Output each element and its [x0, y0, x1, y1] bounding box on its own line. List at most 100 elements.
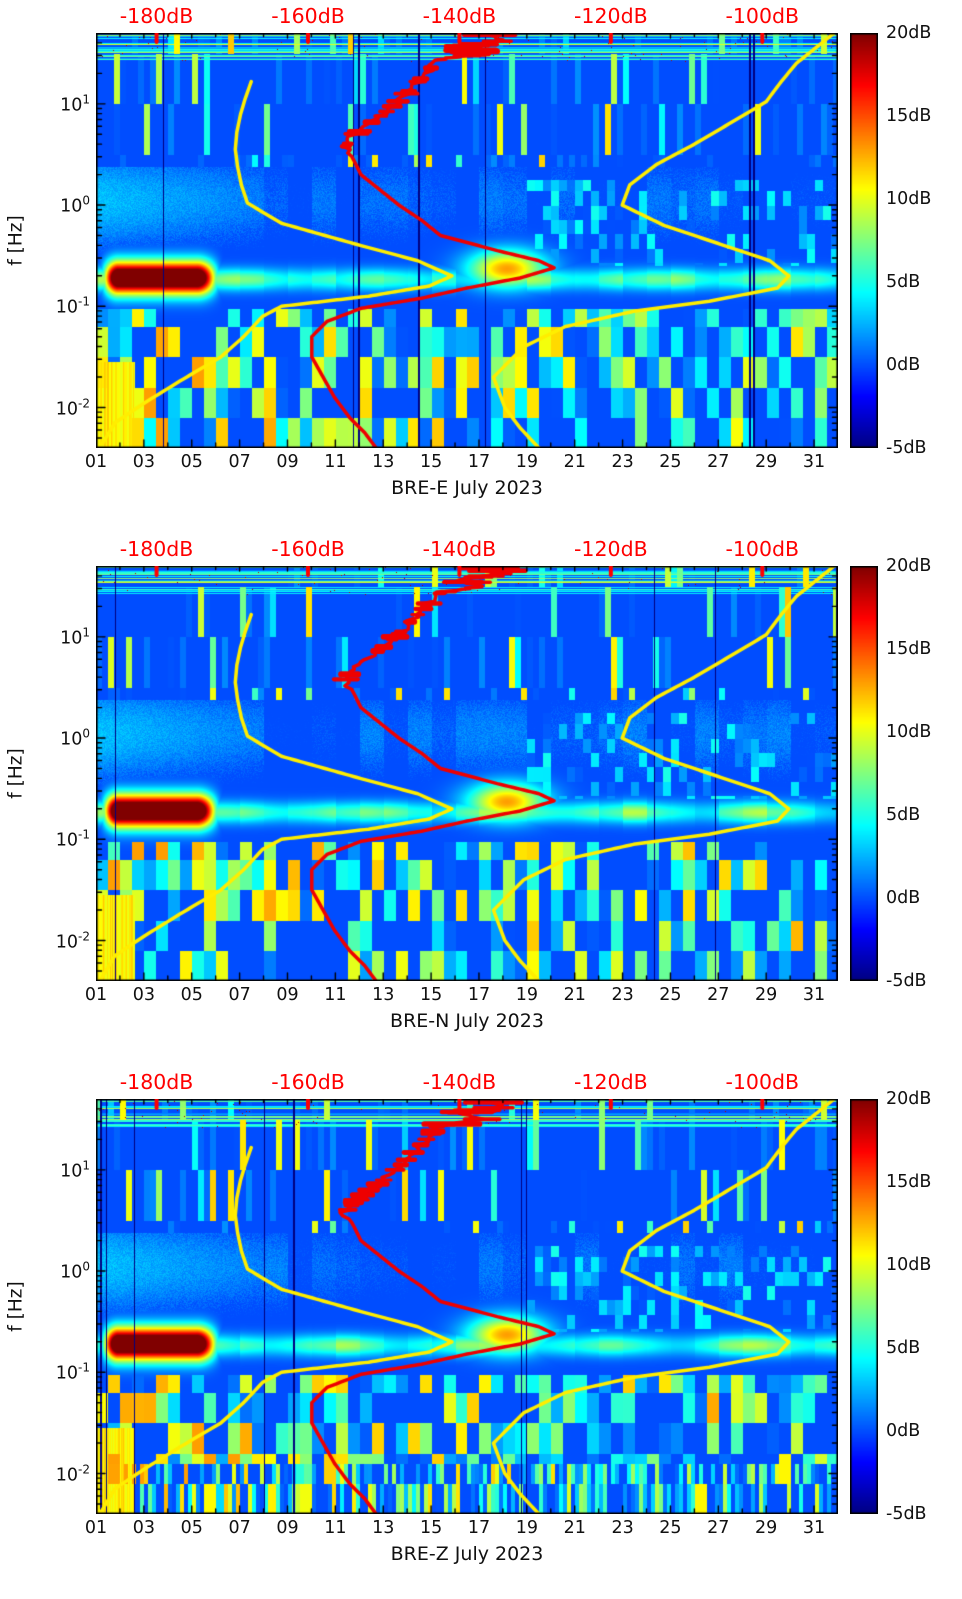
spectrogram-panel: -180dB -160dB -140dB -120dB -100dB f [Hz] 10…: [0, 533, 962, 1066]
x-tick-label: 11: [324, 452, 347, 472]
x-tick-label: 15: [419, 452, 443, 472]
top-db-tick-label: -120dB: [574, 1070, 648, 1094]
y-tick-label: 10-2: [55, 396, 90, 419]
x-tick-label: 29: [755, 452, 778, 472]
x-tick-label: 01: [84, 1518, 108, 1538]
y-axis-label-text: f [Hz]: [5, 1281, 27, 1332]
top-db-tick-label: -180dB: [119, 537, 194, 561]
colorbar-tick-label: 20dB: [886, 1089, 932, 1109]
top-db-tick-label: -140dB: [422, 1070, 497, 1094]
colorbar-tick-label: 20dB: [886, 556, 932, 576]
colorbar-tick-label: 15dB: [886, 106, 932, 126]
x-tick-label: 23: [611, 985, 634, 1005]
y-tick-label: 10-2: [55, 929, 90, 952]
top-db-tick-label: -120dB: [574, 537, 648, 561]
colorbar: [850, 566, 878, 981]
x-tick-label: 13: [372, 452, 395, 472]
colorbar-tick-label: 10dB: [886, 189, 932, 209]
y-tick-label: 10-1: [55, 827, 90, 851]
x-tick-label: 03: [132, 1518, 155, 1538]
x-tick-label: 09: [276, 985, 299, 1005]
top-db-tick-label: -100dB: [725, 4, 800, 28]
top-db-tick-label: -140dB: [422, 4, 497, 28]
x-tick-label: 17: [467, 985, 491, 1005]
x-tick-label: 17: [467, 452, 491, 472]
x-tick-label: 03: [132, 985, 155, 1005]
colorbar: [850, 1099, 878, 1514]
x-tick-label: 27: [707, 452, 730, 472]
x-tick-label: 23: [611, 1518, 634, 1538]
plot-area: [96, 1099, 838, 1514]
y-axis-label: f [Hz]: [2, 33, 30, 448]
spectrogram-panel: -180dB -160dB -140dB -120dB -100dB f [Hz] 10…: [0, 0, 962, 533]
plot-area: [96, 33, 838, 448]
spectrogram-panel: -180dB -160dB -140dB -120dB -100dB f [Hz] 10…: [0, 1066, 962, 1599]
x-tick-label: 19: [515, 452, 538, 472]
y-axis-label: f [Hz]: [2, 566, 30, 981]
y-axis-label-text: f [Hz]: [5, 215, 27, 266]
colorbar-tick-label: 5dB: [886, 805, 921, 825]
x-tick-label: 09: [276, 1518, 299, 1538]
spectrogram-canvas: [96, 33, 838, 448]
x-tick-label: 31: [802, 985, 826, 1005]
colorbar-tick-label: 10dB: [886, 722, 932, 742]
top-db-tick-label: -100dB: [725, 537, 800, 561]
x-tick-label: 21: [563, 1518, 586, 1538]
x-axis-title: BRE-N July 2023: [390, 1010, 544, 1032]
x-tick-label: 27: [707, 985, 730, 1005]
x-tick-label: 25: [659, 985, 682, 1005]
x-tick-label: 27: [707, 1518, 730, 1538]
x-tick-label: 07: [228, 452, 251, 472]
top-db-tick-label: -180dB: [119, 4, 194, 28]
y-tick-label: 100: [60, 726, 90, 750]
top-db-tick-label: -100dB: [725, 1070, 800, 1094]
x-tick-label: 15: [419, 1518, 443, 1538]
y-tick-label: 10-1: [55, 1360, 90, 1384]
x-tick-label: 05: [180, 452, 203, 472]
top-db-tick-label: -120dB: [574, 4, 648, 28]
x-tick-label: 19: [515, 985, 538, 1005]
top-db-tick-label: -180dB: [119, 1070, 194, 1094]
y-tick-label: 101: [60, 92, 90, 116]
x-tick-label: 21: [563, 452, 586, 472]
colorbar-tick-label: 15dB: [886, 1172, 932, 1192]
top-db-axis: -180dB -160dB -140dB -120dB -100dB: [96, 1070, 838, 1098]
x-tick-labels: 01 03 05 07 09 11 13 15 17 19 21 23 25 27 29 31: [85, 452, 838, 474]
spectrogram-canvas: [96, 566, 838, 981]
colorbar-tick-labels: 20dB 15dB 10dB 5dB 0dB -5dB: [886, 23, 960, 458]
x-tick-label: 29: [755, 1518, 778, 1538]
colorbar: [850, 33, 878, 448]
x-tick-labels: 01 03 05 07 09 11 13 15 17 19 21 23 25 27 29 31: [85, 1518, 838, 1540]
y-tick-label: 100: [60, 1259, 90, 1283]
colorbar-tick-label: 10dB: [886, 1255, 932, 1275]
colorbar-tick-label: -5dB: [886, 438, 927, 458]
colorbar-tick-label: 0dB: [886, 355, 921, 375]
top-db-tick-label: -160dB: [271, 1070, 345, 1094]
y-tick-label: 10-2: [55, 1462, 90, 1485]
x-tick-label: 31: [802, 452, 826, 472]
x-tick-label: 13: [372, 1518, 395, 1538]
x-tick-label: 01: [84, 985, 108, 1005]
colorbar-tick-label: 5dB: [886, 272, 921, 292]
x-axis-title: BRE-E July 2023: [391, 477, 543, 499]
colorbar-tick-label: 5dB: [886, 1338, 921, 1358]
y-tick-label: 101: [60, 625, 90, 649]
colorbar-tick-labels: 20dB 15dB 10dB 5dB 0dB -5dB: [886, 1089, 960, 1524]
y-tick-labels: 101 100 10-1 10-2: [36, 33, 92, 448]
x-tick-label: 03: [132, 452, 155, 472]
spectrogram-canvas: [96, 1099, 838, 1514]
top-db-axis: -180dB -160dB -140dB -120dB -100dB: [96, 4, 838, 32]
x-tick-label: 07: [228, 985, 251, 1005]
y-tick-label: 10-1: [55, 294, 90, 318]
x-tick-label: 09: [276, 452, 299, 472]
x-tick-label: 05: [180, 985, 203, 1005]
top-db-tick-label: -160dB: [271, 4, 345, 28]
y-tick-labels: 101 100 10-1 10-2: [36, 1099, 92, 1514]
colorbar-tick-label: -5dB: [886, 1504, 927, 1524]
x-tick-label: 23: [611, 452, 634, 472]
y-axis-label: f [Hz]: [2, 1099, 30, 1514]
top-db-axis: -180dB -160dB -140dB -120dB -100dB: [96, 537, 838, 565]
x-tick-label: 19: [515, 1518, 538, 1538]
x-tick-label: 11: [324, 1518, 347, 1538]
